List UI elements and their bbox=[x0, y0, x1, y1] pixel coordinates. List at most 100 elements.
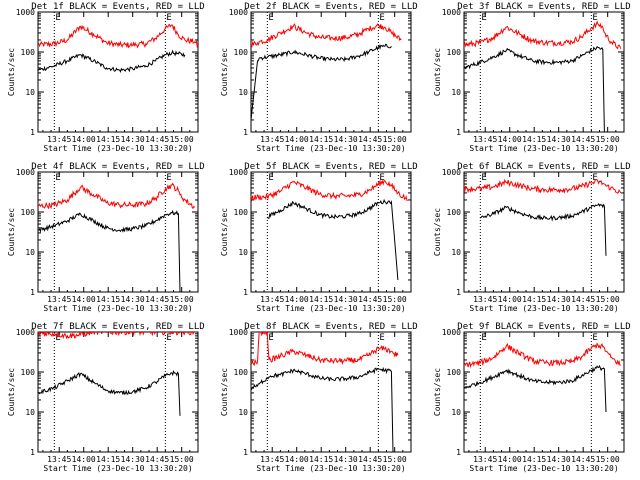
y-tick-label: 10 bbox=[238, 408, 248, 417]
event-marker-label: E bbox=[592, 333, 597, 343]
x-tick-label: 13:45 bbox=[260, 135, 284, 144]
x-tick-label: 15:00 bbox=[383, 295, 407, 304]
y-tick-label: 1000 bbox=[442, 328, 461, 337]
detector-panel: Det 7f BLACK = Events, RED = LLD 1 10 100 10… bbox=[7, 322, 205, 473]
detector-panel: Det 2f BLACK = Events, RED = LLD 1 10 100 10… bbox=[220, 2, 418, 153]
lld-series-line bbox=[464, 178, 622, 195]
x-tick-label: 13:45 bbox=[260, 455, 284, 464]
panel-title: Det 1f BLACK = Events, RED = LLD bbox=[31, 2, 204, 12]
y-axis-label: Counts/sec bbox=[433, 208, 442, 256]
lld-series-line bbox=[38, 23, 198, 49]
event-marker-label: E bbox=[481, 333, 486, 343]
detector-panel: Det 6f BLACK = Events, RED = LLD 1 10 100 10… bbox=[433, 162, 631, 313]
x-tick-label: 14:15 bbox=[522, 455, 546, 464]
y-tick-label: 100 bbox=[447, 368, 462, 377]
plot-frame bbox=[37, 171, 199, 293]
events-series-line bbox=[464, 364, 607, 413]
y-tick-label: 100 bbox=[234, 48, 249, 57]
x-tick-label: 14:00 bbox=[72, 135, 96, 144]
y-tick-label: 1000 bbox=[16, 168, 35, 177]
y-tick-label: 100 bbox=[21, 368, 36, 377]
detector-panel: Det 4f BLACK = Events, RED = LLD 1 10 100 10… bbox=[7, 162, 205, 313]
x-tick-label: 14:45 bbox=[571, 295, 595, 304]
y-tick-label: 10 bbox=[25, 248, 35, 257]
y-tick-label: 1000 bbox=[229, 168, 248, 177]
events-series-line bbox=[38, 369, 181, 416]
y-tick-label: 1000 bbox=[16, 328, 35, 337]
events-series-line bbox=[266, 198, 399, 281]
x-tick-label: 13:45 bbox=[260, 295, 284, 304]
events-series-line bbox=[479, 203, 607, 256]
x-tick-label: 14:30 bbox=[547, 455, 571, 464]
panel-title: Det 4f BLACK = Events, RED = LLD bbox=[31, 162, 204, 172]
x-tick-label: 14:45 bbox=[145, 135, 169, 144]
y-tick-label: 10 bbox=[25, 88, 35, 97]
x-tick-label: 14:00 bbox=[498, 295, 522, 304]
x-axis-label: Start Time (23-Dec-10 13:30:20) bbox=[43, 144, 192, 153]
x-tick-label: 14:15 bbox=[309, 135, 333, 144]
panel-title: Det 3f BLACK = Events, RED = LLD bbox=[457, 2, 630, 12]
panel-title: Det 9f BLACK = Events, RED = LLD bbox=[457, 322, 630, 332]
y-tick-label: 10 bbox=[451, 248, 461, 257]
x-axis-label: Start Time (23-Dec-10 13:30:20) bbox=[469, 144, 618, 153]
x-tick-label: 14:15 bbox=[96, 295, 120, 304]
event-marker-label: E bbox=[55, 173, 60, 183]
y-tick-label: 10 bbox=[451, 88, 461, 97]
x-tick-label: 14:45 bbox=[358, 135, 382, 144]
y-tick-label: 100 bbox=[234, 208, 249, 217]
x-tick-label: 14:45 bbox=[358, 455, 382, 464]
y-tick-label: 1000 bbox=[229, 8, 248, 17]
y-tick-label: 10 bbox=[451, 408, 461, 417]
event-marker-label: E bbox=[166, 173, 171, 183]
panel-title: Det 7f BLACK = Events, RED = LLD bbox=[31, 322, 204, 332]
y-tick-label: 1000 bbox=[229, 328, 248, 337]
x-tick-label: 14:15 bbox=[96, 135, 120, 144]
detector-panel: Det 8f BLACK = Events, RED = LLD 1 10 100 10… bbox=[220, 322, 418, 473]
x-tick-label: 14:00 bbox=[285, 455, 309, 464]
event-marker-label: E bbox=[55, 333, 60, 343]
lld-series-line bbox=[251, 332, 399, 367]
event-marker-label: E bbox=[592, 173, 597, 183]
x-tick-label: 14:45 bbox=[145, 295, 169, 304]
y-tick-label: 100 bbox=[234, 368, 249, 377]
lld-series-line bbox=[251, 23, 402, 48]
x-tick-label: 15:00 bbox=[170, 455, 194, 464]
x-tick-label: 14:30 bbox=[547, 295, 571, 304]
x-axis-label: Start Time (23-Dec-10 13:30:20) bbox=[43, 304, 192, 313]
x-tick-label: 14:45 bbox=[571, 455, 595, 464]
x-tick-label: 14:00 bbox=[285, 295, 309, 304]
event-marker-label: E bbox=[268, 13, 273, 23]
event-marker-label: E bbox=[268, 173, 273, 183]
event-marker-label: E bbox=[481, 13, 486, 23]
y-tick-label: 1 bbox=[456, 448, 461, 457]
x-tick-label: 14:00 bbox=[498, 135, 522, 144]
x-tick-label: 14:30 bbox=[334, 455, 358, 464]
plot-frame bbox=[250, 331, 412, 453]
y-axis-label: Counts/sec bbox=[220, 48, 229, 96]
x-tick-label: 13:45 bbox=[473, 455, 497, 464]
x-tick-label: 15:00 bbox=[596, 135, 620, 144]
x-tick-label: 14:00 bbox=[285, 135, 309, 144]
x-tick-label: 14:30 bbox=[121, 135, 145, 144]
y-tick-label: 1 bbox=[243, 448, 248, 457]
x-tick-label: 14:30 bbox=[121, 295, 145, 304]
y-tick-label: 1000 bbox=[442, 8, 461, 17]
x-tick-label: 14:00 bbox=[72, 295, 96, 304]
events-series-line bbox=[38, 49, 186, 73]
y-axis-label: Counts/sec bbox=[7, 48, 16, 96]
event-marker-label: E bbox=[592, 13, 597, 23]
x-tick-label: 14:15 bbox=[309, 455, 333, 464]
x-tick-label: 14:45 bbox=[358, 295, 382, 304]
lld-series-line bbox=[464, 20, 622, 50]
panel-title: Det 2f BLACK = Events, RED = LLD bbox=[244, 2, 417, 12]
x-tick-label: 14:15 bbox=[96, 455, 120, 464]
x-tick-label: 15:00 bbox=[596, 455, 620, 464]
x-tick-label: 15:00 bbox=[383, 135, 407, 144]
x-tick-label: 14:00 bbox=[498, 455, 522, 464]
x-tick-label: 13:45 bbox=[47, 295, 71, 304]
x-axis-label: Start Time (23-Dec-10 13:30:20) bbox=[256, 464, 405, 473]
plot-frame bbox=[250, 171, 412, 293]
y-tick-label: 1 bbox=[30, 448, 35, 457]
event-marker-label: E bbox=[379, 333, 384, 343]
